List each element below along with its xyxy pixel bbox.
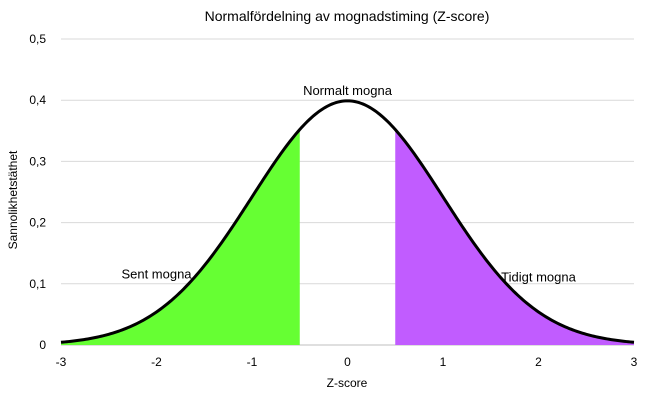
chart-title: Normalfördelning av mognadstiming (Z-sco… [205,8,490,24]
curve-group [60,99,635,344]
region-sent-mogna [61,129,300,345]
y-tick-labels: 0 0,1 0,2 0,3 0,4 0,5 [29,32,46,352]
annotation-tidigt-mogna: Tidigt mogna [501,270,576,285]
annotations: Sent mogna Normalt mogna Tidigt mogna [121,83,576,285]
annotation-sent-mogna: Sent mogna [121,267,192,282]
x-tick-label: -2 [151,355,162,369]
y-tick-label: 0,3 [29,154,46,168]
y-tick-label: 0,2 [29,216,46,230]
pdf-curve [60,99,635,344]
x-axis-label: Z-score [327,376,368,390]
x-tick-label: 3 [631,355,638,369]
y-tick-label: 0,4 [29,93,46,107]
x-tick-label: -1 [247,355,258,369]
x-tick-labels: -3 -2 -1 0 1 2 3 [56,355,638,369]
shaded-regions [61,129,634,345]
y-tick-label: 0 [39,338,46,352]
x-tick-label: 2 [535,355,542,369]
annotation-normalt-mogna: Normalt mogna [303,83,393,98]
x-tick-label: 0 [344,355,351,369]
region-tidigt-mogna [395,129,634,345]
x-tick-label: -3 [56,355,67,369]
y-tick-label: 0,1 [29,277,46,291]
y-tick-label: 0,5 [29,32,46,46]
y-axis-label: Sannolikhetstäthet [6,150,20,249]
x-tick-label: 1 [440,355,447,369]
